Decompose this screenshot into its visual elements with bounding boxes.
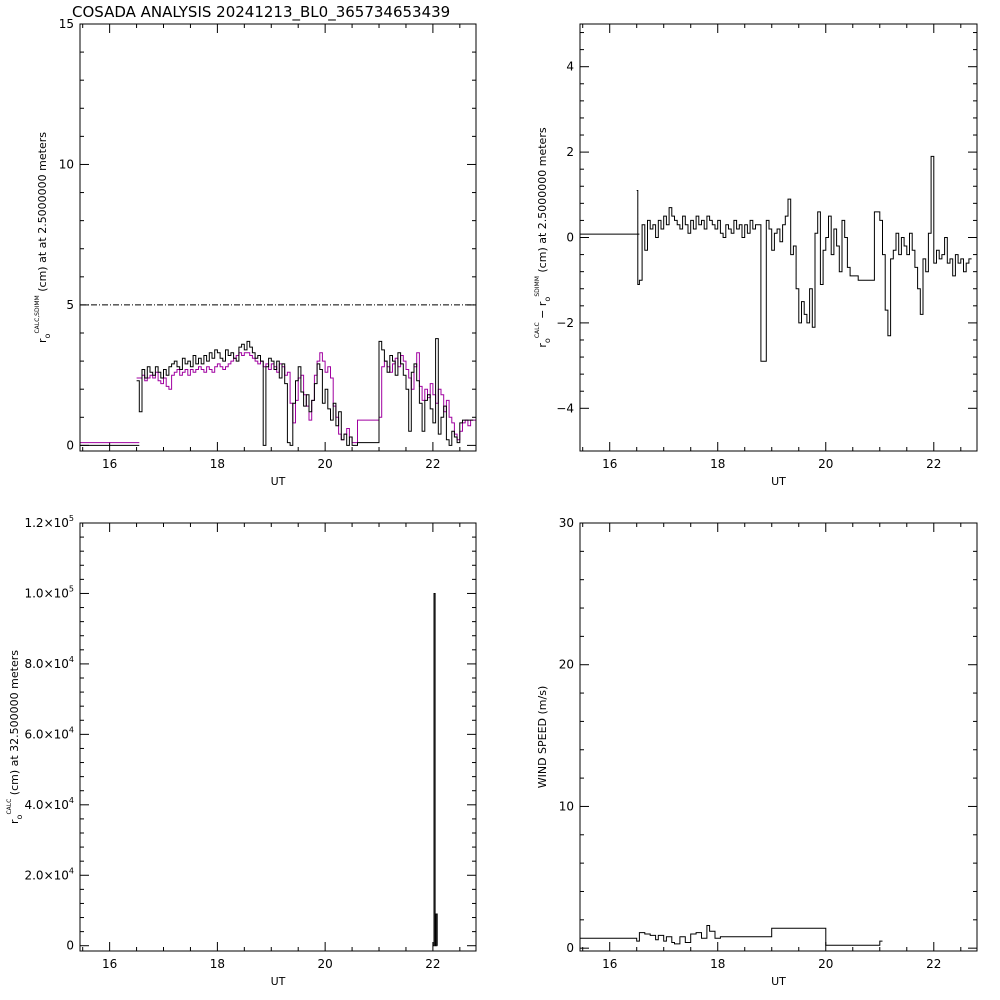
y-label-o2: o bbox=[543, 297, 552, 302]
x-tick-label: 20 bbox=[318, 457, 333, 471]
y-label-r: r bbox=[36, 338, 49, 343]
plot-frame bbox=[79, 23, 477, 452]
y-tick-label: 1.0×105 bbox=[24, 584, 74, 600]
y-label-rest: (cm) at at 2.5000000 meters bbox=[36, 132, 49, 292]
y-tick-label: 0 bbox=[566, 941, 574, 955]
x-tick-label: 18 bbox=[210, 457, 225, 471]
y-tick-label-exponent: 4 bbox=[69, 796, 74, 805]
y-tick-label: 4 bbox=[566, 60, 574, 74]
y-tick-label-base: 0 bbox=[66, 939, 74, 953]
y-tick-label: 0 bbox=[66, 438, 74, 452]
y-tick-label-exponent: 4 bbox=[69, 866, 74, 875]
plot-r0-sdimm: 16 18 20 22 0 5 10 15 UT roCALC,SDIMM (cm) at at … bbox=[34, 17, 477, 488]
x-tick-label: 16 bbox=[102, 957, 117, 971]
y-tick-label: 8.0×104 bbox=[24, 655, 74, 671]
y-label-o: o bbox=[543, 338, 552, 343]
x-tick-label: 18 bbox=[710, 957, 725, 971]
x-tick-label: 16 bbox=[602, 957, 617, 971]
y-tick-label: 2.0×104 bbox=[24, 866, 74, 882]
x-tick-label: 22 bbox=[926, 957, 941, 971]
y-label-rest: (cm) at 2.5000000 meters bbox=[536, 127, 549, 272]
y-tick-label-exponent: 5 bbox=[69, 514, 74, 523]
series-black bbox=[580, 155, 972, 362]
y-label-sup: CALC,SDIMM bbox=[34, 295, 41, 333]
y-tick-label: 0 bbox=[566, 231, 574, 245]
y-axis-label: roCALC (cm) at 32.500000 meters bbox=[6, 650, 24, 824]
y-label-sup: CALC bbox=[6, 799, 13, 815]
y-tick-label: 1.2×105 bbox=[24, 514, 74, 530]
plot-frame bbox=[579, 522, 978, 952]
y-tick-label-base: 1.0×10 bbox=[24, 586, 68, 600]
y-label-o: o bbox=[15, 814, 24, 819]
x-tick-label: 22 bbox=[425, 957, 440, 971]
figure-title: COSADA ANALYSIS 20241213_BL0_36573465343… bbox=[72, 3, 450, 22]
y-label-sup: CALC bbox=[534, 322, 541, 338]
y-tick-label-base: 2.0×10 bbox=[24, 868, 68, 882]
x-axis-label: UT bbox=[271, 475, 286, 488]
x-tick-label: 20 bbox=[818, 457, 833, 471]
y-label-r: r bbox=[8, 819, 21, 824]
y-tick-label-exponent: 5 bbox=[69, 584, 74, 593]
y-tick-label-base: 8.0×10 bbox=[24, 657, 68, 671]
y-tick-label-base: 4.0×10 bbox=[24, 798, 68, 812]
y-tick-label: −4 bbox=[556, 401, 574, 415]
y-axis-label: roCALC,SDIMM (cm) at at 2.5000000 meters bbox=[34, 132, 52, 343]
y-label-minus: − r bbox=[536, 301, 549, 319]
plot-frame bbox=[79, 522, 477, 952]
y-tick-label: −2 bbox=[556, 316, 574, 330]
x-tick-label: 22 bbox=[926, 457, 941, 471]
x-axis-label: UT bbox=[771, 975, 786, 988]
data-line-black-1 bbox=[636, 155, 972, 362]
x-tick-label: 16 bbox=[602, 457, 617, 471]
y-tick-label-base: 1.2×10 bbox=[24, 516, 68, 530]
y-label-sup2: SDIMM bbox=[534, 276, 541, 297]
y-axis-label: WIND SPEED (m/s) bbox=[536, 686, 549, 789]
x-tick-label: 16 bbox=[102, 457, 117, 471]
y-axis-label: roCALC − roSDIMM (cm) at 2.5000000 meter… bbox=[534, 127, 552, 347]
y-tick-label: 6.0×104 bbox=[24, 725, 74, 741]
x-tick-label: 20 bbox=[818, 957, 833, 971]
series-black bbox=[580, 925, 883, 946]
y-tick-label: 5 bbox=[66, 298, 74, 312]
y-label-o: o bbox=[43, 333, 52, 338]
x-tick-label: 22 bbox=[425, 457, 440, 471]
y-tick-label: 10 bbox=[559, 799, 574, 813]
y-tick-label: 20 bbox=[559, 658, 574, 672]
y-tick-label: 30 bbox=[559, 516, 574, 530]
series-black bbox=[432, 593, 438, 947]
y-label-rest: (cm) at 32.500000 meters bbox=[8, 650, 21, 795]
y-tick-label: 2 bbox=[566, 145, 574, 159]
y-tick-label-base: 6.0×10 bbox=[24, 727, 68, 741]
plot-r0-32m: 16 18 20 2202.0×1044.0×1046.0×1048.0×1041.0… bbox=[6, 514, 477, 988]
plot-frame bbox=[579, 23, 978, 452]
y-tick-label: 15 bbox=[59, 17, 74, 31]
y-tick-label: 10 bbox=[59, 157, 74, 171]
y-tick-label-exponent: 4 bbox=[69, 655, 74, 664]
x-tick-label: 18 bbox=[710, 457, 725, 471]
x-tick-label: 20 bbox=[318, 957, 333, 971]
data-line-black-0 bbox=[580, 925, 883, 946]
y-tick-label: 0 bbox=[66, 939, 74, 953]
y-label-r: r bbox=[536, 343, 549, 348]
series-black bbox=[80, 338, 474, 446]
plot-wind: 16 18 20 22 0 10 20 30 UT WIND SPEED (m/s) bbox=[536, 516, 978, 988]
x-axis-label: UT bbox=[771, 475, 786, 488]
data-line-black-0 bbox=[432, 593, 438, 947]
x-tick-label: 18 bbox=[210, 957, 225, 971]
x-axis-label: UT bbox=[271, 975, 286, 988]
y-tick-label: 4.0×104 bbox=[24, 796, 74, 812]
data-line-black-1 bbox=[136, 338, 474, 446]
y-tick-label-exponent: 4 bbox=[69, 725, 74, 734]
